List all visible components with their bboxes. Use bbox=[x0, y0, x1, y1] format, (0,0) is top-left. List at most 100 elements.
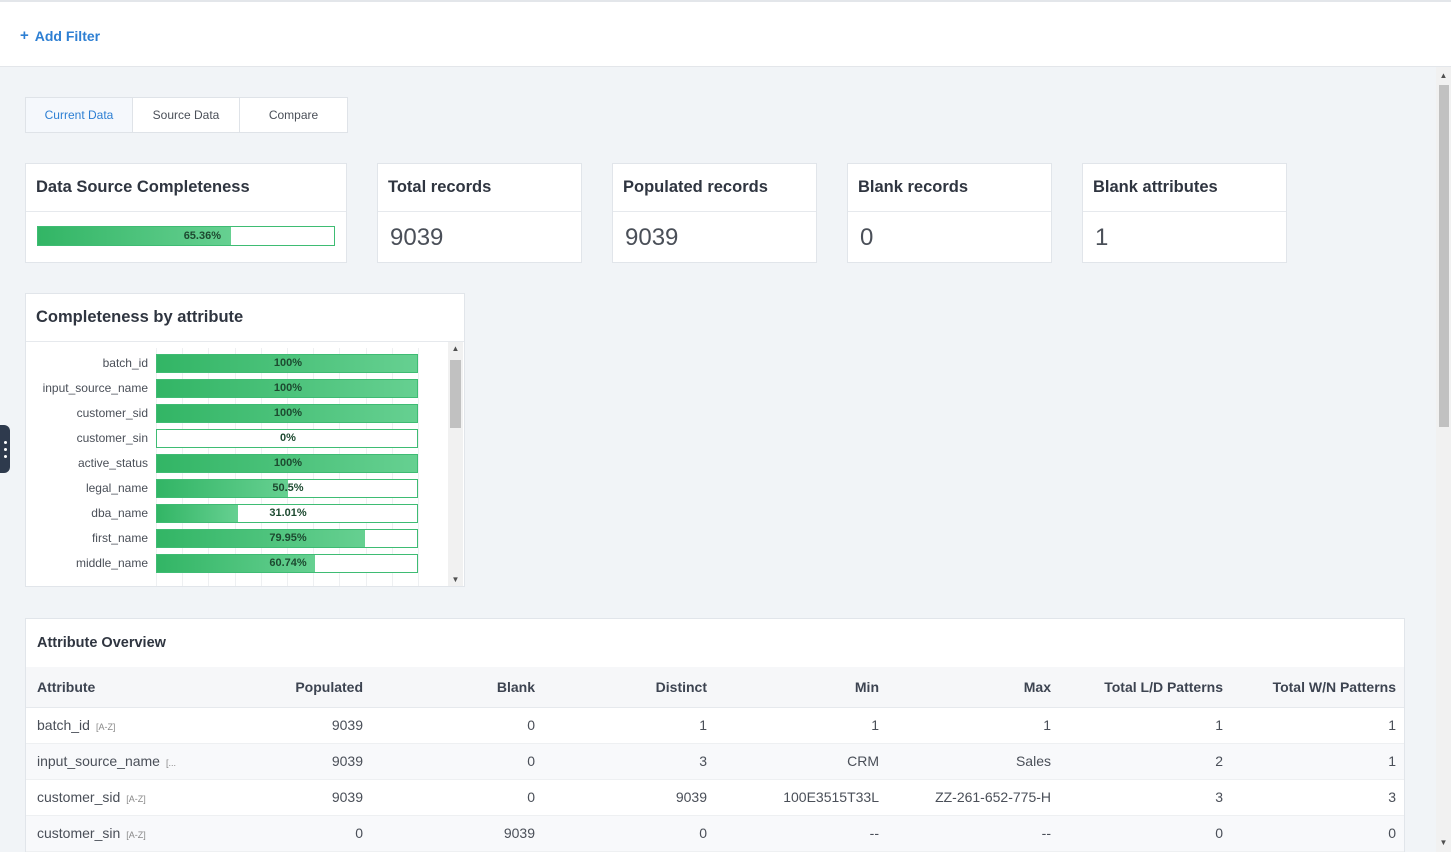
blank-cell: 9039 bbox=[371, 815, 543, 852]
attribute-overview-table: Attribute Populated Blank Distinct Min M… bbox=[26, 667, 1404, 852]
blank-records-title: Blank records bbox=[848, 164, 1051, 212]
attr-row[interactable]: first_name 79.95% bbox=[26, 529, 446, 548]
attribute-name[interactable]: input_source_name bbox=[37, 753, 160, 769]
handle-dot-icon bbox=[3, 454, 7, 458]
attr-row[interactable]: customer_sid 100% bbox=[26, 404, 446, 423]
attr-bar-fill bbox=[157, 480, 288, 497]
attr-bar-label: 100% bbox=[273, 357, 303, 369]
add-filter-label: Add Filter bbox=[34, 27, 101, 44]
attribute-name[interactable]: customer_sid bbox=[37, 789, 121, 805]
attr-bar: 100% bbox=[156, 404, 418, 423]
attribute-cell[interactable]: customer_sin [A-Z] bbox=[26, 815, 216, 852]
attr-chart-scrollbar[interactable]: ▲ ▼ bbox=[448, 342, 463, 586]
distinct-cell: 1 bbox=[543, 707, 715, 744]
page-scroll-up-icon[interactable]: ▲ bbox=[1439, 71, 1448, 80]
attr-chart-scroll-thumb[interactable] bbox=[450, 360, 461, 428]
scroll-up-arrow-icon[interactable]: ▲ bbox=[451, 344, 460, 353]
max-cell: -- bbox=[887, 815, 1059, 852]
attribute-tag: [A-Z] bbox=[126, 794, 146, 804]
side-panel-handle[interactable] bbox=[0, 425, 10, 473]
attr-bar-label: 100% bbox=[273, 457, 303, 469]
attr-bar: 79.95% bbox=[156, 529, 418, 548]
attr-name-label: first_name bbox=[91, 531, 148, 545]
page-scrollbar[interactable]: ▲ ▼ bbox=[1436, 67, 1451, 852]
table-row[interactable]: batch_id [A-Z] 9039 0 1 1 1 1 1 bbox=[26, 707, 1404, 744]
completeness-progress-bar: 65.36% bbox=[37, 226, 335, 246]
completeness-card: Data Source Completeness 65.36% bbox=[25, 163, 347, 263]
attr-row[interactable]: dba_name 31.01% bbox=[26, 504, 446, 523]
col-min[interactable]: Min bbox=[715, 667, 887, 708]
table-row[interactable]: customer_sin [A-Z] 0 9039 0 -- -- 0 0 bbox=[26, 815, 1404, 852]
min-cell: -- bbox=[715, 815, 887, 852]
populated-records-card: Populated records 9039 bbox=[612, 163, 817, 263]
attr-bar: 31.01% bbox=[156, 504, 418, 523]
total-records-value: 9039 bbox=[390, 224, 444, 251]
attr-row[interactable]: batch_id 100% bbox=[26, 354, 446, 373]
add-filter-button[interactable]: + Add Filter bbox=[20, 27, 100, 44]
attribute-name[interactable]: customer_sin bbox=[37, 825, 121, 841]
min-cell: CRM bbox=[715, 743, 887, 780]
col-populated[interactable]: Populated bbox=[216, 667, 371, 708]
attribute-cell[interactable]: customer_sid [A-Z] bbox=[26, 779, 216, 816]
attribute-overview-title: Attribute Overview bbox=[37, 635, 166, 651]
page-scroll-thumb[interactable] bbox=[1439, 85, 1449, 427]
attribute-name[interactable]: batch_id bbox=[37, 717, 90, 733]
tab-compare[interactable]: Compare bbox=[240, 98, 347, 132]
attr-row[interactable]: customer_sin 0% bbox=[26, 429, 446, 448]
handle-dot-icon bbox=[3, 447, 7, 451]
col-distinct[interactable]: Distinct bbox=[543, 667, 715, 708]
chart-gridline bbox=[418, 348, 419, 586]
attr-bar-label: 100% bbox=[273, 407, 303, 419]
col-attribute[interactable]: Attribute bbox=[26, 667, 216, 708]
attr-name-label: customer_sid bbox=[76, 406, 148, 420]
col-ld-patterns[interactable]: Total L/D Patterns bbox=[1059, 667, 1231, 708]
distinct-cell: 9039 bbox=[543, 779, 715, 816]
attribute-cell[interactable]: batch_id [A-Z] bbox=[26, 707, 216, 744]
col-wn-patterns[interactable]: Total W/N Patterns bbox=[1231, 667, 1404, 708]
page-scroll-down-icon[interactable]: ▼ bbox=[1439, 838, 1448, 847]
attr-row[interactable]: middle_name 60.74% bbox=[26, 554, 446, 573]
attr-name-label: active_status bbox=[77, 456, 148, 470]
tab-current-data[interactable]: Current Data bbox=[26, 98, 133, 132]
attr-bar-fill bbox=[157, 355, 417, 372]
attr-bar-fill bbox=[157, 555, 315, 572]
attr-name-label: customer_sin bbox=[76, 431, 148, 445]
attr-bar-fill bbox=[157, 530, 365, 547]
scroll-down-arrow-icon[interactable]: ▼ bbox=[451, 575, 460, 584]
total-records-title: Total records bbox=[378, 164, 581, 212]
blank-cell: 0 bbox=[371, 779, 543, 816]
ld-cell: 1 bbox=[1059, 707, 1231, 744]
attr-name-label: middle_name bbox=[75, 556, 148, 570]
table-row[interactable]: input_source_name [... 9039 0 3 CRM Sales… bbox=[26, 743, 1404, 780]
min-cell: 100E3515T33L bbox=[715, 779, 887, 816]
attr-bar-fill bbox=[157, 380, 417, 397]
attr-name-label: input_source_name bbox=[42, 381, 148, 395]
completeness-by-attribute-card: Completeness by attribute batch_id 100% in… bbox=[25, 293, 465, 587]
completeness-title: Data Source Completeness bbox=[26, 164, 346, 212]
attr-chart[interactable]: batch_id 100% input_source_name 100% custome… bbox=[26, 342, 464, 586]
table-row[interactable]: customer_sid [A-Z] 9039 0 9039 100E3515T3… bbox=[26, 779, 1404, 816]
attr-row[interactable]: input_source_name 100% bbox=[26, 379, 446, 398]
handle-dot-icon bbox=[3, 440, 7, 444]
attr-bar-fill bbox=[157, 455, 417, 472]
blank-records-value: 0 bbox=[860, 224, 874, 251]
attr-bar: 100% bbox=[156, 379, 418, 398]
max-cell: 1 bbox=[887, 707, 1059, 744]
attr-bar-label: 31.01% bbox=[269, 507, 307, 519]
tab-source-data[interactable]: Source Data bbox=[133, 98, 240, 132]
attr-row[interactable]: active_status 100% bbox=[26, 454, 446, 473]
populated-cell: 0 bbox=[216, 815, 371, 852]
populated-cell: 9039 bbox=[216, 743, 371, 780]
attr-row[interactable]: legal_name 50.5% bbox=[26, 479, 446, 498]
data-view-tabs: Current Data Source Data Compare bbox=[25, 97, 348, 133]
ld-cell: 2 bbox=[1059, 743, 1231, 780]
populated-records-value: 9039 bbox=[625, 224, 679, 251]
populated-records-title: Populated records bbox=[613, 164, 816, 212]
attr-bar: 50.5% bbox=[156, 479, 418, 498]
attr-bar: 60.74% bbox=[156, 554, 418, 573]
attribute-cell[interactable]: input_source_name [... bbox=[26, 743, 216, 780]
distinct-cell: 0 bbox=[543, 815, 715, 852]
col-blank[interactable]: Blank bbox=[371, 667, 543, 708]
attr-bar-fill bbox=[157, 405, 417, 422]
col-max[interactable]: Max bbox=[887, 667, 1059, 708]
